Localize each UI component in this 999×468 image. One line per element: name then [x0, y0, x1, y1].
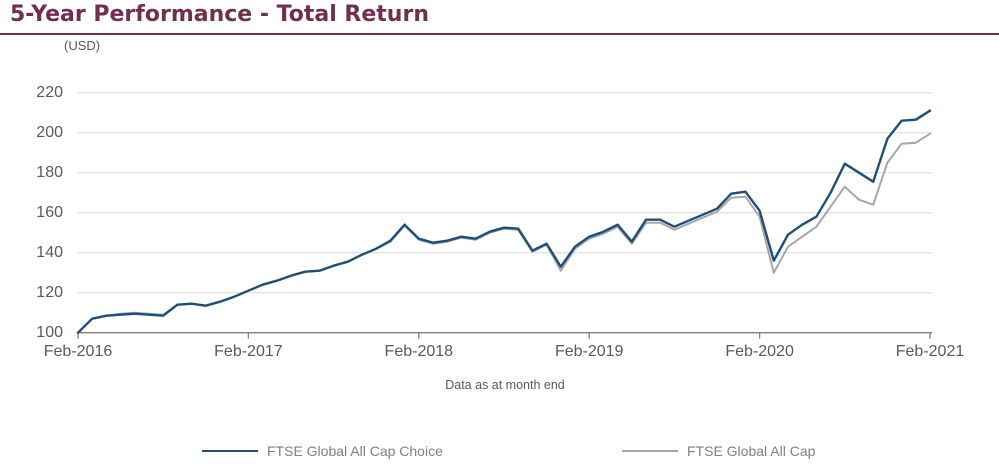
x-axis-caption: Data as at month end — [445, 378, 565, 392]
x-tick-label: Feb-2017 — [214, 343, 283, 360]
chart-legend: FTSE Global All Cap Choice FTSE Global A… — [0, 440, 999, 464]
series-line-allcap — [77, 132, 931, 334]
y-axis-tick-labels: 100 120 140 160 180 200 220 — [0, 0, 66, 360]
legend-item-ftse-global-all-cap-choice: FTSE Global All Cap Choice — [202, 440, 443, 462]
x-tick-label: Feb-2016 — [43, 343, 113, 360]
x-tick-label: Feb-2021 — [895, 343, 965, 360]
x-tick-label: Feb-2018 — [384, 343, 454, 360]
line-swatch-choice-icon — [202, 449, 258, 453]
y-tick-label: 160 — [36, 203, 63, 221]
y-tick-label: 220 — [36, 83, 63, 101]
line-swatch-allcap-icon — [622, 450, 678, 452]
y-tick-label: 180 — [36, 163, 63, 181]
y-tick-label: 100 — [36, 323, 63, 341]
page-title: 5-Year Performance - Total Return — [10, 2, 429, 27]
legend-label-allcap: FTSE Global All Cap — [687, 443, 816, 459]
x-tick-label: Feb-2020 — [725, 343, 794, 360]
x-tick-label: Feb-2019 — [554, 343, 624, 360]
plot-area — [76, 92, 932, 339]
x-axis-tick-labels: Feb-2016 Feb-2017 Feb-2018 Feb-2019 Feb-2020… — [0, 343, 999, 365]
legend-item-ftse-global-all-cap: FTSE Global All Cap — [622, 440, 815, 462]
y-axis-units-label: (USD) — [64, 38, 101, 53]
y-tick-label: 140 — [36, 243, 63, 261]
title-divider — [0, 33, 999, 35]
y-tick-label: 120 — [36, 283, 63, 301]
y-tick-label: 200 — [36, 123, 63, 141]
legend-label-choice: FTSE Global All Cap Choice — [267, 443, 443, 459]
series-line-choice — [76, 109, 932, 334]
